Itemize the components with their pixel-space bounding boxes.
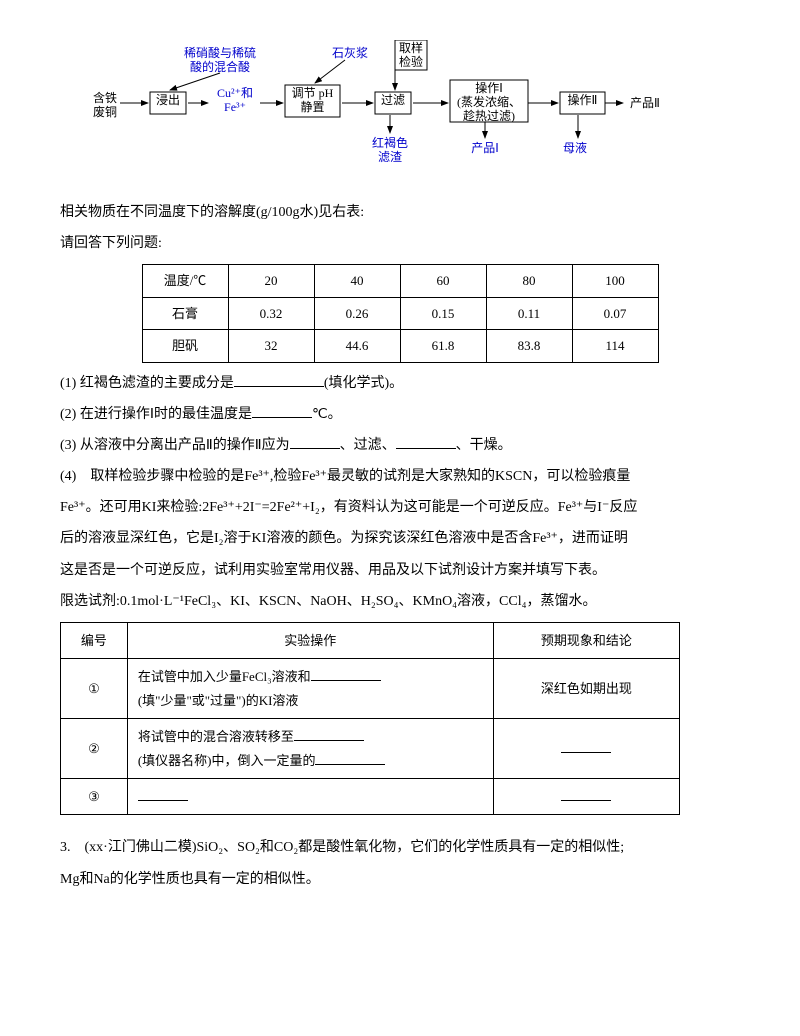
document-page: 含铁废铜 稀硝酸与稀硫酸的混合酸浸出 Cu²⁺和Fe³⁺ 石灰浆调节 pH静置 取样检验… — [0, 0, 800, 1036]
svg-text:过滤: 过滤 — [381, 93, 405, 107]
svg-text:操作Ⅰ: 操作Ⅰ — [475, 80, 503, 95]
intro-text-2: 请回答下列问题: — [60, 231, 740, 256]
question-2: (2) 在进行操作Ⅰ时的最佳温度是℃。 — [60, 402, 740, 427]
svg-text:操作Ⅱ: 操作Ⅱ — [568, 92, 598, 107]
svg-text:(蒸发浓缩、: (蒸发浓缩、 — [457, 94, 521, 109]
svg-text:静置: 静置 — [300, 100, 324, 114]
question-4: (4) 取样检验步骤中检验的是Fe³⁺,检验Fe³⁺最灵敏的试剂是大家熟知的KS… — [60, 464, 740, 614]
svg-text:浸出: 浸出 — [156, 93, 180, 107]
svg-text:滤渣: 滤渣 — [378, 150, 402, 164]
process-flowchart: 含铁废铜 稀硝酸与稀硫酸的混合酸浸出 Cu²⁺和Fe³⁺ 石灰浆调节 pH静置 取样检验… — [60, 40, 740, 170]
svg-text:Fe³⁺: Fe³⁺ — [224, 100, 246, 114]
svg-text:含铁: 含铁 — [93, 90, 117, 105]
question-3-bottom: 3. (xx·江门佛山二模)SiO₂、SO₂和CO₂都是酸性氧化物，它们的化学性… — [60, 835, 740, 860]
intro-text-1: 相关物质在不同温度下的溶解度(g/100g水)见右表: — [60, 200, 740, 225]
svg-text:废铜: 废铜 — [93, 104, 117, 119]
svg-text:调节 pH: 调节 pH — [292, 86, 334, 100]
svg-text:取样: 取样 — [399, 40, 423, 55]
question-1: (1) 红褐色滤渣的主要成分是(填化学式)。 — [60, 371, 740, 396]
svg-text:Cu²⁺和: Cu²⁺和 — [217, 86, 253, 100]
svg-text:产品Ⅰ: 产品Ⅰ — [471, 141, 499, 155]
svg-text:母液: 母液 — [563, 140, 587, 155]
experiment-table: 编号实验操作预期现象和结论①在试管中加入少量FeCl₃溶液和(填"少量"或"过量… — [60, 622, 680, 815]
svg-text:产品Ⅱ: 产品Ⅱ — [630, 96, 660, 110]
question-3: (3) 从溶液中分离出产品Ⅱ的操作Ⅱ应为、过滤、、干燥。 — [60, 433, 740, 458]
svg-text:红褐色: 红褐色 — [372, 135, 408, 150]
svg-text:酸的混合酸: 酸的混合酸 — [190, 59, 250, 74]
svg-text:趁热过滤): 趁热过滤) — [463, 109, 515, 123]
svg-text:检验: 检验 — [399, 54, 423, 69]
question-3-bottom-2: Mg和Na的化学性质也具有一定的相似性。 — [60, 867, 740, 892]
svg-text:石灰浆: 石灰浆 — [332, 45, 368, 60]
solubility-table: 温度/℃20406080100石膏0.320.260.150.110.07胆矾3… — [142, 264, 659, 362]
svg-text:稀硝酸与稀硫: 稀硝酸与稀硫 — [184, 45, 256, 60]
